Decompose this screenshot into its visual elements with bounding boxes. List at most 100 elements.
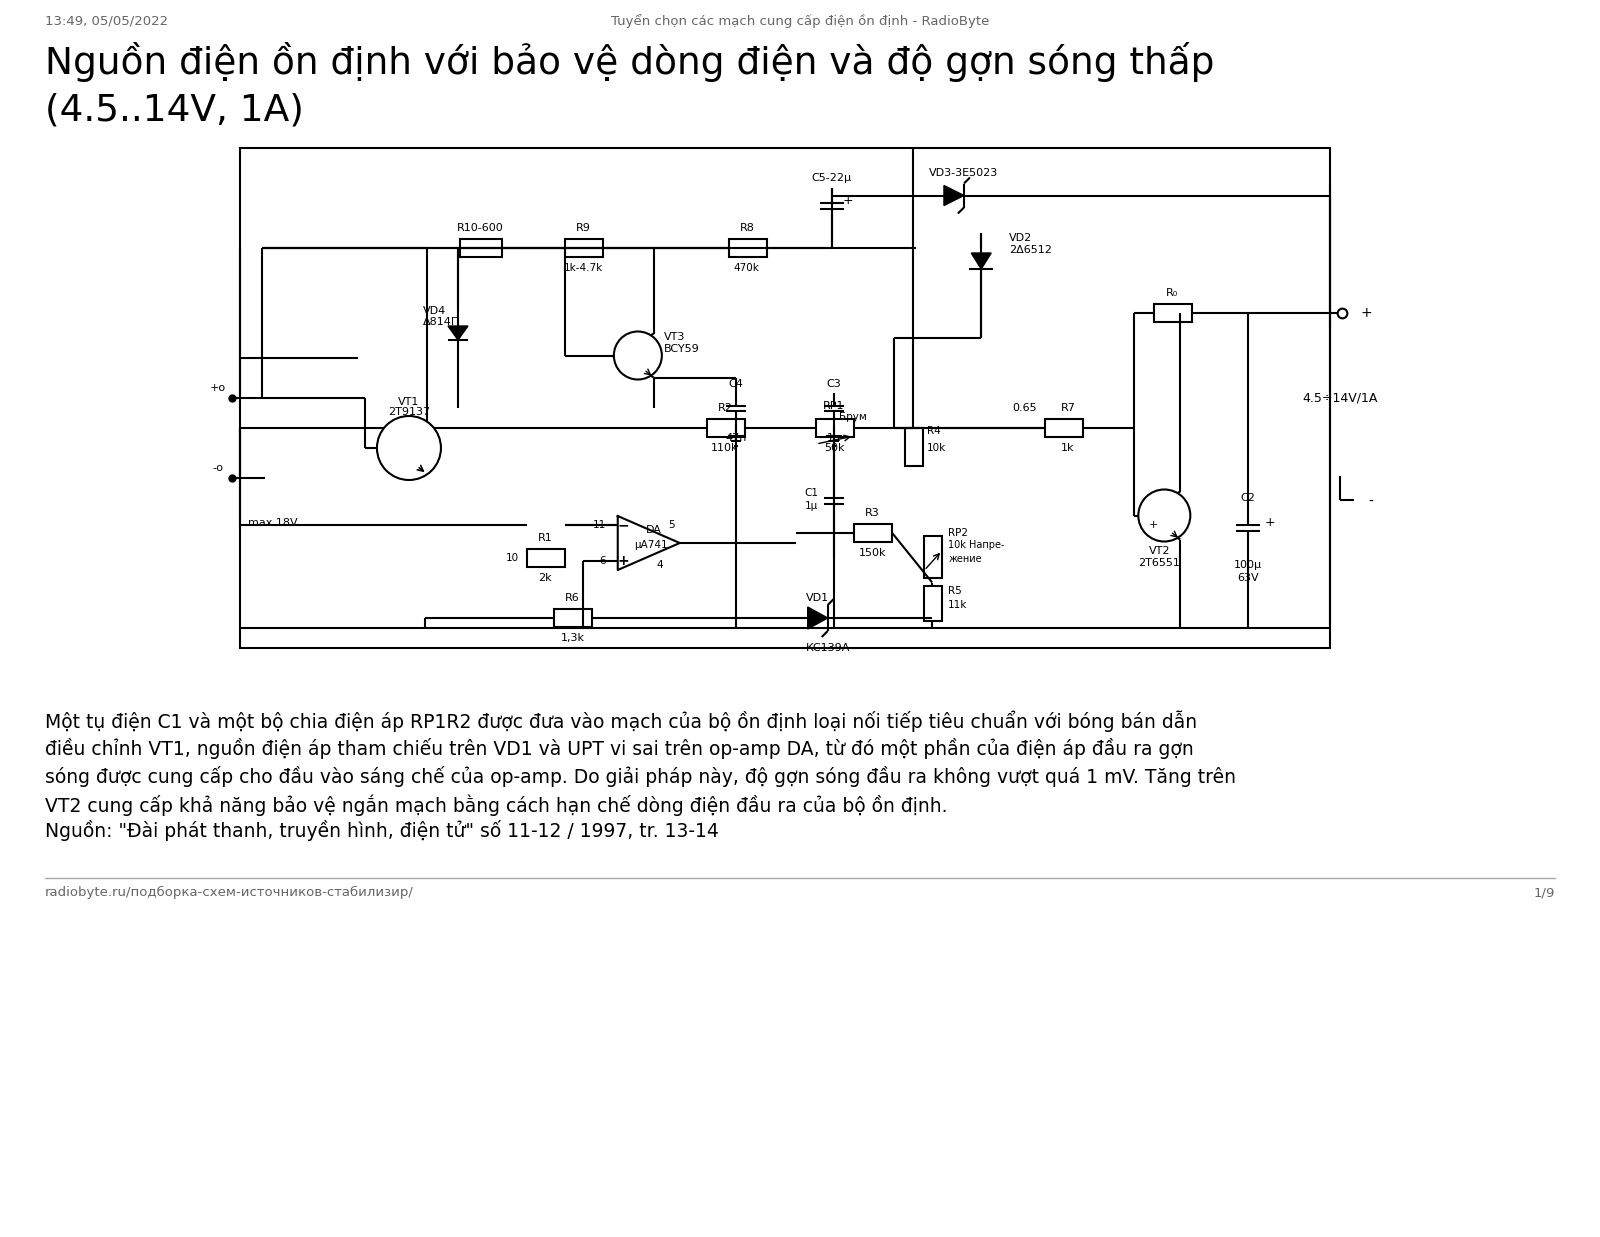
Text: DA: DA <box>646 524 662 534</box>
Text: (4.5..14V, 1A): (4.5..14V, 1A) <box>45 93 304 129</box>
Text: +: + <box>618 554 629 568</box>
Text: 50k: 50k <box>824 443 845 453</box>
Text: 2Δ6512: 2Δ6512 <box>1010 245 1053 255</box>
Text: Nguồn: "Đài phát thanh, truyền hình, điện tử" số 11-12 / 1997, tr. 13-14: Nguồn: "Đài phát thanh, truyền hình, điệ… <box>45 820 718 841</box>
Text: 11: 11 <box>592 520 606 529</box>
Text: R5: R5 <box>949 585 962 595</box>
Text: R10-600: R10-600 <box>456 223 502 233</box>
Text: 110k: 110k <box>712 443 739 453</box>
Text: +: + <box>1360 306 1371 320</box>
Text: 1/9: 1/9 <box>1534 886 1555 899</box>
Text: VD1: VD1 <box>806 593 829 602</box>
Text: 63V: 63V <box>1237 573 1259 583</box>
Text: max 18V: max 18V <box>248 518 298 528</box>
Text: VT3: VT3 <box>664 333 685 343</box>
Bar <box>240 148 1330 648</box>
Text: R9: R9 <box>576 223 590 233</box>
Polygon shape <box>618 516 680 570</box>
Polygon shape <box>808 607 827 628</box>
Polygon shape <box>944 186 963 205</box>
Text: 1k-4.7k: 1k-4.7k <box>563 263 603 273</box>
Text: +: + <box>1264 517 1275 529</box>
Text: R₀: R₀ <box>1166 288 1178 298</box>
Text: R8: R8 <box>739 223 754 233</box>
Text: 470k: 470k <box>734 263 760 273</box>
Circle shape <box>378 416 442 480</box>
Text: 47n: 47n <box>725 433 747 443</box>
Text: C4: C4 <box>728 379 744 388</box>
Text: RP1: RP1 <box>824 401 845 411</box>
Text: sóng được cung cấp cho đầu vào sáng chế của op-amp. Do giải pháp này, độ gợn són: sóng được cung cấp cho đầu vào sáng chế … <box>45 766 1235 787</box>
Text: +o: +o <box>210 383 226 393</box>
Polygon shape <box>971 254 992 268</box>
Text: 4.5÷14V/1A: 4.5÷14V/1A <box>1302 391 1378 404</box>
Bar <box>925 585 942 621</box>
Text: 4: 4 <box>656 560 662 570</box>
Bar <box>854 524 893 542</box>
Bar <box>1045 419 1083 437</box>
Text: C5-22μ: C5-22μ <box>811 173 851 183</box>
Text: 10k Напре-: 10k Напре- <box>949 541 1005 550</box>
Text: R3: R3 <box>866 508 880 518</box>
Text: 2T6551: 2T6551 <box>1138 558 1181 568</box>
Text: Tuyển chọn các mạch cung cấp điện ồn định - RadioByte: Tuyển chọn các mạch cung cấp điện ồn địn… <box>611 14 989 28</box>
Bar <box>816 419 854 437</box>
Text: R4: R4 <box>926 426 941 435</box>
Text: R1: R1 <box>538 533 552 543</box>
Text: 150k: 150k <box>859 548 886 558</box>
Text: −: − <box>618 518 629 532</box>
Circle shape <box>1138 490 1190 542</box>
Text: C1: C1 <box>805 489 818 499</box>
Text: VD2: VD2 <box>1010 233 1032 242</box>
Bar <box>555 609 592 627</box>
Bar <box>730 239 766 257</box>
Text: 100μ: 100μ <box>1234 560 1262 570</box>
Bar <box>565 239 603 257</box>
Text: 2k: 2k <box>538 573 552 583</box>
Text: VT1: VT1 <box>398 397 419 407</box>
Text: 0.65: 0.65 <box>1013 403 1037 413</box>
Circle shape <box>614 332 662 380</box>
Text: BCY59: BCY59 <box>664 344 699 354</box>
Text: 11k: 11k <box>949 600 968 611</box>
Text: жение: жение <box>949 553 982 564</box>
Text: +: + <box>843 194 853 208</box>
Bar <box>528 549 565 567</box>
Text: 1,3k: 1,3k <box>560 633 584 643</box>
Bar <box>459 239 502 257</box>
Text: Брум: Брум <box>838 412 867 422</box>
Bar <box>707 419 746 437</box>
Text: điều chỉnh VT1, nguồn điện áp tham chiếu trên VD1 và UPT vi sai trên op-amp DA, : điều chỉnh VT1, nguồn điện áp tham chiếu… <box>45 738 1194 760</box>
Text: 10k: 10k <box>926 443 946 453</box>
Bar <box>904 428 923 466</box>
Bar <box>925 536 942 578</box>
Text: RP2: RP2 <box>949 527 968 538</box>
Text: VT2 cung cấp khả năng bảo vệ ngắn mạch bằng cách hạn chế dòng điện đầu ra của bộ: VT2 cung cấp khả năng bảo vệ ngắn mạch b… <box>45 794 947 815</box>
Text: 6: 6 <box>598 555 606 567</box>
Text: C3: C3 <box>827 379 842 388</box>
Text: -: - <box>1368 495 1373 508</box>
Text: VT2: VT2 <box>1149 546 1170 555</box>
Text: Một tụ điện C1 và một bộ chia điện áp RP1R2 được đưa vào mạch của bộ ồn định loạ: Một tụ điện C1 và một bộ chia điện áp RP… <box>45 710 1197 731</box>
Text: R6: R6 <box>565 593 579 602</box>
Text: 10: 10 <box>506 553 518 563</box>
Text: -o: -o <box>213 463 224 473</box>
Polygon shape <box>448 327 467 340</box>
Text: C2: C2 <box>1242 494 1256 503</box>
Text: VD4: VD4 <box>422 306 446 315</box>
Text: VD3-3E5023: VD3-3E5023 <box>930 168 998 178</box>
Text: 5: 5 <box>669 520 675 529</box>
Text: R2: R2 <box>718 403 733 413</box>
Text: 1μ: 1μ <box>827 433 842 443</box>
Text: +: + <box>1149 521 1158 531</box>
Text: 1k: 1k <box>1061 443 1075 453</box>
Text: КС139А: КС139А <box>805 643 850 653</box>
Text: R7: R7 <box>1061 403 1075 413</box>
Text: 2T9137: 2T9137 <box>387 407 430 417</box>
Text: 1μ: 1μ <box>805 501 818 511</box>
Text: radiobyte.ru/подборка-схем-источников-стабилизир/: radiobyte.ru/подборка-схем-источников-ст… <box>45 886 414 899</box>
Text: Δ814Г: Δ814Г <box>422 317 459 327</box>
Text: Nguồn điện ồn định với bảo vệ dòng điện và độ gợn sóng thấp: Nguồn điện ồn định với bảo vệ dòng điện … <box>45 42 1214 82</box>
Bar <box>1154 304 1192 322</box>
Text: 13:49, 05/05/2022: 13:49, 05/05/2022 <box>45 14 168 27</box>
